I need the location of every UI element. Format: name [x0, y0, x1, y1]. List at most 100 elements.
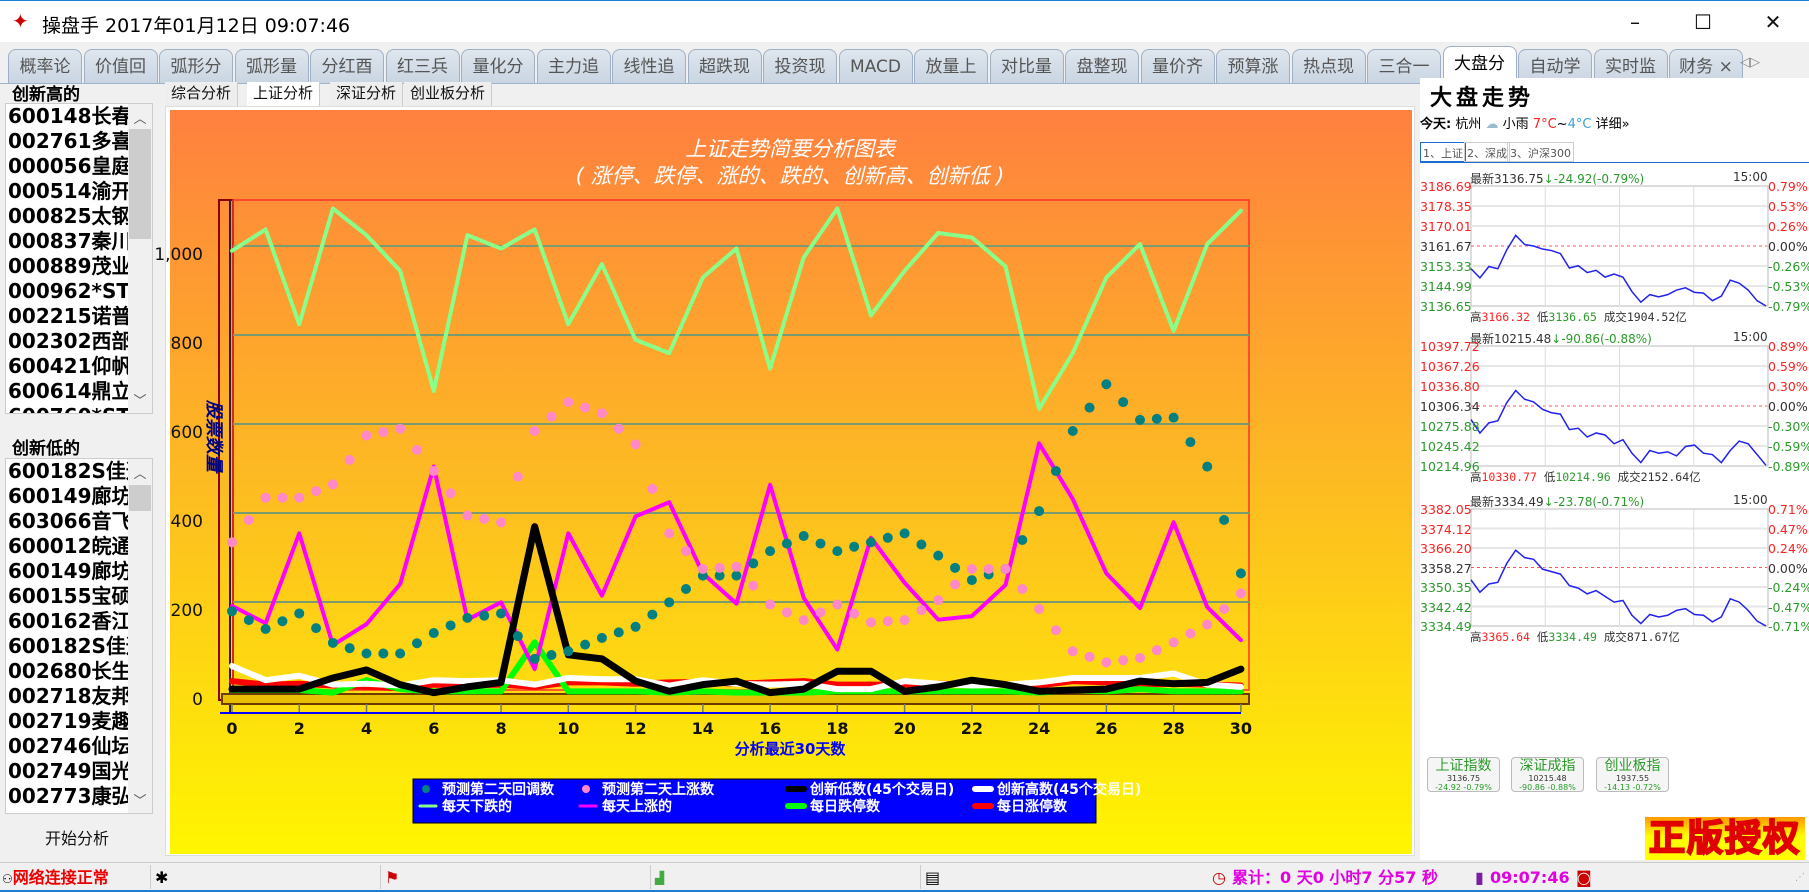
- data-point: [462, 612, 473, 623]
- stock-list-item[interactable]: 002746仙坛: [8, 734, 130, 758]
- stock-list-item[interactable]: 600149廊坊: [8, 484, 130, 508]
- tab-item[interactable]: MACD: [838, 49, 913, 83]
- stock-list-item[interactable]: 000889茂业: [8, 254, 130, 278]
- data-point: [630, 439, 641, 450]
- tab-item[interactable]: 自动学: [1518, 49, 1592, 83]
- index-tab[interactable]: 1、上证: [1420, 142, 1466, 162]
- price-label: 10275.88: [1420, 419, 1480, 434]
- tab-item[interactable]: 主力追: [536, 49, 611, 83]
- scrollbar[interactable]: ︿ ﹀: [128, 104, 152, 413]
- subtab-item[interactable]: 创业板分析: [404, 82, 493, 106]
- subtab-item[interactable]: 综合分析: [165, 82, 239, 106]
- stock-list-item[interactable]: 600421仰帆: [8, 354, 130, 378]
- stock-list-item[interactable]: 002719麦趣: [8, 709, 130, 733]
- start-analysis-button[interactable]: 开始分析: [45, 829, 110, 848]
- stock-list-item[interactable]: 002761多喜: [8, 129, 130, 153]
- minimize-button[interactable]: –: [1630, 10, 1640, 34]
- stock-list-item[interactable]: 600614鼎立: [8, 379, 130, 403]
- stock-list-item[interactable]: 002749国光: [8, 759, 130, 783]
- tab-item[interactable]: 大盘分: [1442, 46, 1517, 84]
- mini-chart-footer: 高10330.77 低10214.96 成交2152.64亿: [1470, 469, 1701, 485]
- weather-line: 今天: 杭州 ☁ 小雨 7°C~4°C 详细»: [1420, 113, 1630, 132]
- data-point: [580, 639, 591, 650]
- legend-marker: [582, 785, 590, 793]
- data-point: [1067, 646, 1078, 657]
- tab-item[interactable]: 超跌现: [687, 49, 762, 83]
- tab-item[interactable]: 量价齐: [1140, 49, 1215, 83]
- tab-item[interactable]: 分红酉: [310, 49, 384, 83]
- stock-list-item[interactable]: 000825太钢: [8, 204, 130, 228]
- scroll-up-icon[interactable]: ︿: [133, 467, 147, 482]
- tab-item[interactable]: 放量上: [914, 49, 988, 83]
- scrollbar[interactable]: ︿ ﹀: [128, 459, 152, 813]
- data-point: [1050, 625, 1061, 636]
- data-point: [227, 606, 237, 617]
- stock-list-item[interactable]: 000962*ST东: [8, 279, 130, 303]
- scroll-down-icon[interactable]: ﹀: [133, 794, 147, 809]
- data-point: [479, 610, 490, 621]
- stock-list-item[interactable]: 002773康弘: [8, 784, 130, 808]
- tab-item[interactable]: 红三兵: [385, 49, 460, 83]
- index-button[interactable]: 深证成指 10215.48 -90.86 -0.88%: [1511, 757, 1584, 792]
- stock-list-item[interactable]: 002302西部: [8, 329, 130, 353]
- stock-list-item[interactable]: 600760*ST黑: [6, 404, 130, 413]
- data-point: [395, 648, 406, 659]
- data-point: [1050, 466, 1061, 477]
- stock-list-item[interactable]: 600155宝硕: [8, 584, 130, 608]
- price-label: 3366.20: [1420, 541, 1472, 556]
- tab-scroll-arrows[interactable]: ◁▷: [1740, 55, 1760, 70]
- index-button[interactable]: 创业板指 1937.55 -14.13 -0.72%: [1596, 757, 1669, 792]
- scroll-down-icon[interactable]: ﹀: [133, 394, 147, 409]
- tab-item[interactable]: 概率论: [8, 49, 82, 83]
- weather-high: 7°C: [1532, 117, 1557, 132]
- tab-item[interactable]: 弧形分: [159, 49, 233, 83]
- tab-item[interactable]: 量化分: [461, 49, 535, 83]
- tab-item[interactable]: 预算涨: [1216, 49, 1290, 83]
- stock-list-item[interactable]: 600162香江: [8, 609, 130, 633]
- index-tab[interactable]: 3、沪深300: [1507, 142, 1574, 162]
- tab-item[interactable]: 三合一: [1367, 49, 1441, 83]
- tab-item[interactable]: 投资现: [763, 49, 837, 83]
- tab-item[interactable]: 价值回: [83, 49, 158, 83]
- stock-list-item[interactable]: 603066音飞: [8, 509, 130, 533]
- data-point: [277, 492, 288, 503]
- tab-item[interactable]: 对比量: [989, 49, 1064, 83]
- stock-list-item[interactable]: 000837秦川: [8, 229, 130, 253]
- data-point: [311, 623, 322, 634]
- subtab-item[interactable]: 上证分析: [247, 82, 321, 106]
- tab-item[interactable]: 弧形量: [234, 49, 309, 83]
- data-point: [1185, 437, 1196, 448]
- flag-icon: ⚑: [385, 868, 400, 887]
- data-point: [1219, 515, 1230, 525]
- stock-list-item[interactable]: 600148长春一: [8, 104, 130, 128]
- stock-list-item[interactable]: 002718友邦: [8, 684, 130, 708]
- data-point: [1084, 651, 1095, 662]
- stock-list-item[interactable]: 000056皇庭: [8, 154, 130, 178]
- resize-grip[interactable]: ⋰: [1795, 872, 1805, 883]
- scroll-up-icon[interactable]: ︿: [133, 112, 147, 127]
- close-button[interactable]: ✕: [1764, 10, 1782, 34]
- stock-list-item[interactable]: 002680长生: [8, 659, 130, 683]
- stock-list-item[interactable]: 600149廊坊: [8, 559, 130, 583]
- subtab-item[interactable]: 深证分析: [330, 82, 404, 106]
- pct-label: 0.26%: [1768, 219, 1808, 234]
- stock-list-item[interactable]: 002215诺普: [8, 304, 130, 328]
- weather-detail-link[interactable]: 详细»: [1595, 117, 1630, 132]
- stock-list-item[interactable]: 600012皖通: [8, 534, 130, 558]
- tab-item[interactable]: 财务 ×: [1669, 49, 1743, 83]
- data-point: [496, 517, 507, 528]
- index-tab[interactable]: 2、深成: [1464, 142, 1510, 162]
- index-button[interactable]: 上证指数 3136.75 -24.92 -0.79%: [1427, 757, 1500, 792]
- maximize-button[interactable]: ☐: [1694, 10, 1712, 34]
- stock-list-item[interactable]: 600182S佳通: [8, 459, 130, 483]
- tab-item[interactable]: 盘整现: [1065, 49, 1139, 83]
- tab-item[interactable]: 线性追: [612, 49, 686, 83]
- new-high-list[interactable]: ︿﹀ 600148长春一002761多喜000056皇庭000514渝开0008…: [5, 103, 153, 414]
- tab-item[interactable]: 热点现: [1291, 49, 1366, 83]
- price-label: 3186.69: [1420, 179, 1472, 194]
- tab-item[interactable]: 实时监: [1593, 49, 1668, 83]
- stock-list-item[interactable]: 600182S佳通: [8, 634, 130, 658]
- stock-list-item[interactable]: 000514渝开: [8, 179, 130, 203]
- high-value: 3365.64: [1481, 630, 1530, 644]
- new-low-list[interactable]: ︿﹀ 600182S佳通600149廊坊603066音飞600012皖通6001…: [5, 458, 153, 814]
